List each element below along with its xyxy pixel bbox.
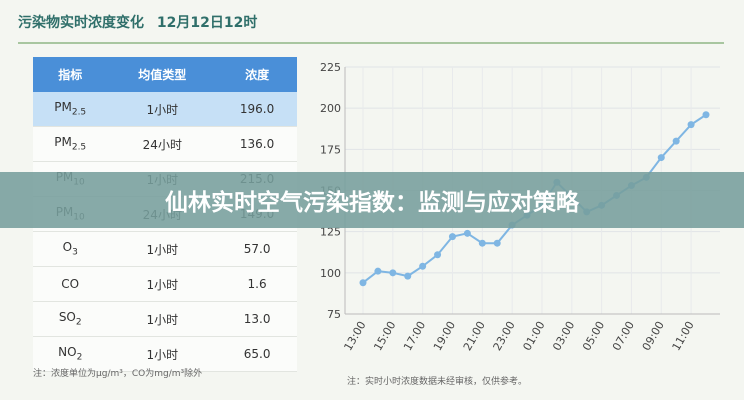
average-type: 24小时 <box>107 126 218 162</box>
concentration: 136.0 <box>217 126 297 162</box>
pollutant-name: CO <box>61 277 80 291</box>
pollutant: NO2 <box>33 336 108 372</box>
pollutant-sub: 2 <box>76 352 83 363</box>
y-tick-label: 125 <box>320 226 341 239</box>
title: 污染物实时浓度变化 12月12日12时 <box>18 12 257 32</box>
pollutant-sub: 2.5 <box>71 107 87 118</box>
x-tick-label: 13:00 <box>341 319 368 353</box>
x-tick-label: 05:00 <box>580 319 607 353</box>
point <box>448 233 456 241</box>
point <box>434 251 442 259</box>
table-row: PM2.5 1小时 196.0 <box>33 92 297 127</box>
divider <box>18 42 724 44</box>
table-row: CO 1小时 1.6 <box>33 266 297 302</box>
point <box>419 262 427 270</box>
y-tick-label: 75 <box>327 308 341 321</box>
pollutant-sub: 2.5 <box>71 142 87 153</box>
column-header: 均值类型 <box>107 57 218 92</box>
pollutant-name: PM <box>54 135 72 150</box>
point <box>478 239 486 247</box>
concentration: 65.0 <box>217 336 297 372</box>
pollutant: PM2.5 <box>33 126 108 162</box>
pollutant-name: SO <box>58 310 76 325</box>
table-row: PM2.5 24小时 136.0 <box>33 126 297 162</box>
column-header: 指标 <box>33 57 108 92</box>
point <box>657 154 665 162</box>
point <box>687 121 695 129</box>
chart-note: 注：实时小时浓度数据未经审核，仅供参考。 <box>347 377 528 387</box>
average-type: 1小时 <box>107 336 218 372</box>
concentration: 196.0 <box>217 92 297 127</box>
y-tick-label: 100 <box>320 267 341 280</box>
x-tick-label: 03:00 <box>550 319 577 353</box>
concentration: 1.6 <box>217 266 297 302</box>
table-row: NO2 1小时 65.0 <box>33 336 297 372</box>
average-type: 1小时 <box>107 266 218 302</box>
y-tick-label: 175 <box>320 143 341 156</box>
point <box>359 279 367 287</box>
point <box>374 267 382 275</box>
x-tick-label: 21:00 <box>461 319 488 353</box>
column-header: 浓度 <box>217 57 297 92</box>
x-tick-label: 09:00 <box>640 319 667 353</box>
point <box>702 111 710 119</box>
x-tick-label: 15:00 <box>371 319 398 353</box>
point <box>493 239 501 247</box>
y-tick-label: 200 <box>320 102 341 115</box>
table-row: O3 1小时 57.0 <box>33 231 297 267</box>
point <box>672 137 680 145</box>
concentration: 13.0 <box>217 301 297 337</box>
title-text: 污染物实时浓度变化 <box>18 15 144 31</box>
table-row: SO2 1小时 13.0 <box>33 301 297 337</box>
pollutant: PM2.5 <box>33 92 108 127</box>
point <box>463 229 471 237</box>
pollutant-sub: 3 <box>72 247 78 258</box>
pollutant-name: O <box>62 240 73 255</box>
pollutant-name: PM <box>54 100 72 115</box>
title-time: 12月12日12时 <box>156 15 258 31</box>
x-tick-label: 07:00 <box>610 319 637 353</box>
average-type: 1小时 <box>107 92 218 127</box>
average-type: 1小时 <box>107 231 218 267</box>
point <box>389 269 397 277</box>
pollutant: CO <box>33 266 108 302</box>
concentration: 57.0 <box>217 231 297 267</box>
y-tick-label: 225 <box>320 61 341 74</box>
average-type: 1小时 <box>107 301 218 337</box>
point <box>404 272 412 280</box>
pollutant: O3 <box>33 231 108 267</box>
x-tick-label: 19:00 <box>431 319 458 353</box>
x-tick-label: 01:00 <box>520 319 547 353</box>
table-note: 注：浓度单位为μg/m³，CO为mg/m³除外 <box>33 369 203 379</box>
x-tick-label: 11:00 <box>670 319 697 353</box>
banner: 仙林实时空气污染指数：监测与应对策略 <box>0 172 744 228</box>
pollutant-sub: 2 <box>75 317 82 328</box>
x-tick-label: 17:00 <box>401 319 428 353</box>
pollutant: SO2 <box>33 301 108 337</box>
x-tick-label: 23:00 <box>491 319 518 353</box>
pollutant-name: NO <box>58 345 77 360</box>
